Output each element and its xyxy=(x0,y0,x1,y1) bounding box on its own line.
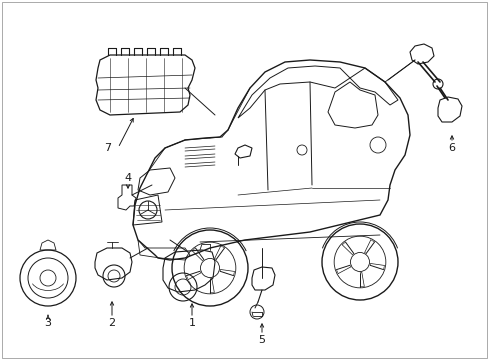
Text: 3: 3 xyxy=(44,318,51,328)
Text: 4: 4 xyxy=(124,173,131,183)
Text: 7: 7 xyxy=(104,143,111,153)
Text: 1: 1 xyxy=(188,318,195,328)
Text: 5: 5 xyxy=(258,335,265,345)
Text: 2: 2 xyxy=(108,318,115,328)
Text: 6: 6 xyxy=(447,143,454,153)
